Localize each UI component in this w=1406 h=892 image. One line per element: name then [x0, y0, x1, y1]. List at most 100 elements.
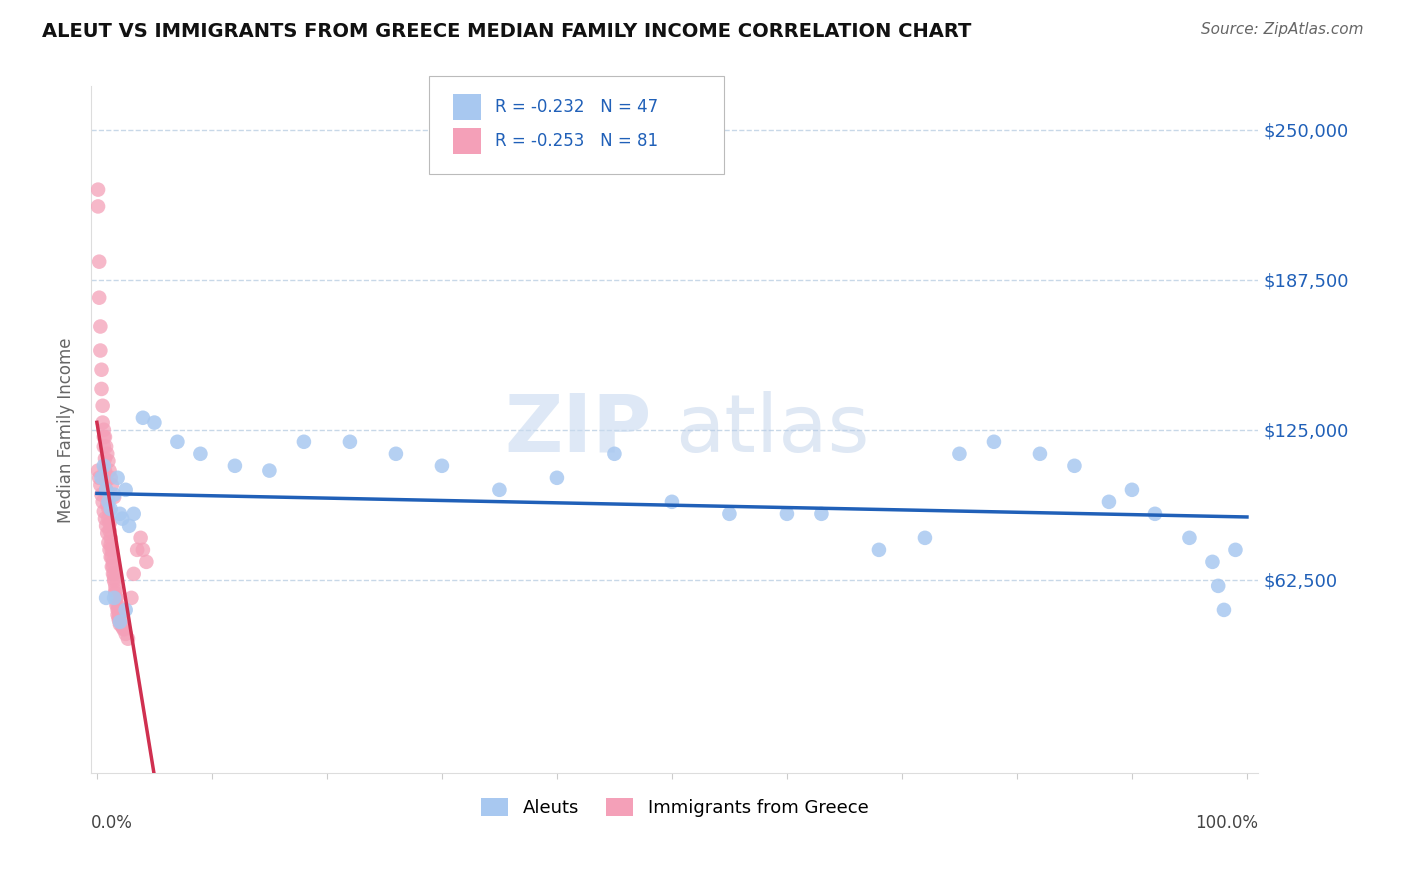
Point: [108, 615, 131, 629]
Y-axis label: Median Family Income: Median Family Income: [58, 337, 75, 523]
Point: [97, 495, 120, 509]
Text: ZIP: ZIP: [505, 391, 651, 469]
Text: R = -0.253   N = 81: R = -0.253 N = 81: [495, 132, 658, 150]
Point: [132, 410, 155, 425]
Point: [100, 502, 122, 516]
Point: [97, 511, 120, 525]
Point: [1178, 531, 1201, 545]
Point: [87, 199, 110, 213]
Point: [94, 451, 117, 466]
Point: [190, 447, 212, 461]
Point: [120, 591, 142, 605]
Point: [89, 343, 111, 358]
Point: [105, 591, 128, 605]
Point: [91, 495, 114, 509]
Point: [107, 598, 129, 612]
Point: [914, 531, 936, 545]
Point: [108, 615, 131, 629]
Text: Source: ZipAtlas.com: Source: ZipAtlas.com: [1201, 22, 1364, 37]
Point: [718, 507, 741, 521]
Point: [868, 542, 890, 557]
Point: [91, 399, 114, 413]
Point: [100, 471, 122, 485]
Point: [90, 363, 112, 377]
Point: [111, 620, 134, 634]
Point: [546, 471, 568, 485]
Text: atlas: atlas: [675, 391, 869, 469]
Point: [90, 488, 112, 502]
Point: [90, 471, 112, 485]
Point: [107, 471, 129, 485]
Point: [104, 586, 127, 600]
Point: [143, 416, 166, 430]
Point: [107, 612, 129, 626]
Point: [1213, 603, 1236, 617]
Point: [93, 430, 115, 444]
Point: [94, 511, 117, 525]
Point: [93, 440, 115, 454]
Point: [108, 607, 131, 622]
Point: [127, 542, 149, 557]
Point: [89, 471, 111, 485]
Point: [117, 632, 139, 646]
Point: [122, 566, 145, 581]
Point: [166, 434, 188, 449]
Point: [98, 516, 121, 531]
Point: [89, 291, 111, 305]
Point: [104, 583, 127, 598]
Point: [97, 502, 120, 516]
Point: [94, 483, 117, 497]
Point: [108, 507, 131, 521]
Point: [114, 603, 136, 617]
Point: [94, 591, 117, 605]
Point: [89, 254, 111, 268]
Point: [103, 488, 125, 502]
Point: [224, 458, 246, 473]
Point: [132, 542, 155, 557]
Point: [983, 434, 1005, 449]
Point: [259, 464, 281, 478]
Point: [101, 559, 124, 574]
Point: [1029, 447, 1052, 461]
Point: [114, 627, 136, 641]
Point: [101, 555, 124, 569]
Legend: Aleuts, Immigrants from Greece: Aleuts, Immigrants from Greece: [472, 789, 877, 826]
Point: [104, 579, 127, 593]
Point: [1098, 495, 1121, 509]
Point: [100, 538, 122, 552]
Point: [103, 574, 125, 588]
Point: [135, 555, 157, 569]
Point: [111, 511, 134, 525]
Point: [430, 458, 453, 473]
Point: [129, 531, 152, 545]
Point: [1225, 542, 1247, 557]
Point: [488, 483, 510, 497]
Point: [1201, 555, 1223, 569]
Point: [1143, 507, 1166, 521]
Point: [90, 382, 112, 396]
Point: [94, 440, 117, 454]
Point: [94, 483, 117, 497]
Point: [1063, 458, 1085, 473]
Point: [100, 531, 122, 545]
Point: [89, 478, 111, 492]
Point: [114, 483, 136, 497]
Point: [107, 603, 129, 617]
Point: [93, 458, 115, 473]
Point: [103, 591, 125, 605]
Point: [118, 519, 141, 533]
Point: [810, 507, 832, 521]
Point: [103, 566, 125, 581]
Point: [96, 526, 118, 541]
Text: R = -0.232   N = 47: R = -0.232 N = 47: [495, 98, 658, 116]
Point: [94, 473, 117, 487]
Point: [101, 559, 124, 574]
Point: [108, 617, 131, 632]
Point: [103, 572, 125, 586]
Point: [101, 542, 124, 557]
Point: [97, 535, 120, 549]
Point: [101, 566, 124, 581]
Point: [98, 464, 121, 478]
Point: [107, 610, 129, 624]
Point: [105, 598, 128, 612]
